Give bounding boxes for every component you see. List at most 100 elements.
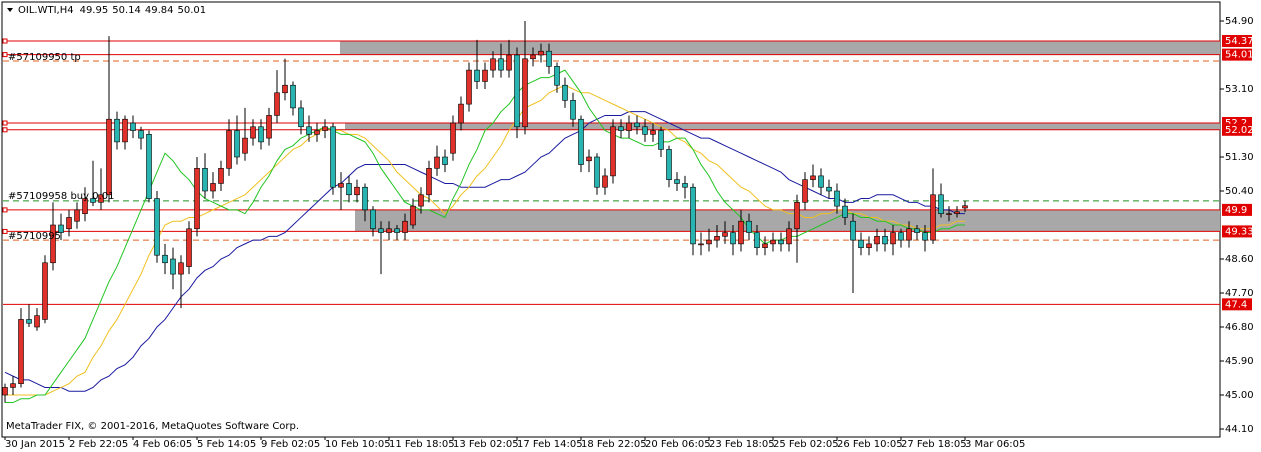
candle-body [914,228,920,233]
zone [355,209,1220,232]
y-tick-label: 47.70 [1225,288,1254,299]
x-tick-label: 25 Feb 02:05 [773,439,839,450]
x-tick-label: 4 Feb 06:05 [133,439,192,450]
moving-average [5,84,965,396]
anchor [2,228,8,234]
candle-body [746,220,752,233]
candle-body [106,118,112,196]
candle-body [210,183,216,192]
x-tick-label: 11 Feb 18:05 [389,439,455,450]
x-tick-label: 9 Feb 02:05 [261,439,320,450]
candle-body [634,122,640,128]
high: 50.14 [112,5,141,16]
candle-body [50,224,56,264]
candle-body [850,220,856,241]
anchor [2,52,8,58]
candle-body [754,232,760,248]
x-tick-label: 2 Feb 22:05 [69,439,128,450]
candle-body [90,198,96,203]
candle-body [410,205,416,226]
candle-body [194,168,200,230]
anchor [2,120,8,126]
price-label: 54.37 [1225,36,1254,47]
x-tick-label: 18 Feb 22:05 [581,439,647,450]
candle-body [122,118,128,143]
candle-body [378,228,384,233]
candle-body [546,50,552,67]
candle-body [938,194,944,214]
candle-body [338,183,344,188]
candle-body [618,126,624,131]
candle-body [26,319,32,324]
candle-body [802,179,808,203]
candle-body [226,130,232,169]
candle-body [146,134,152,199]
candle-body [170,258,176,275]
x-tick-label: 20 Feb 06:05 [645,439,711,450]
candle-body [130,122,136,131]
candle-body [98,194,104,203]
anchor [2,127,8,133]
candle-body [258,126,264,143]
y-tick-label: 45.90 [1225,356,1254,367]
candle-body [10,383,16,388]
zone [340,41,1220,55]
candle-body [722,232,728,237]
candle-body [730,232,736,245]
y-tick-label: 44.10 [1225,424,1254,435]
candle-body [434,156,440,169]
price-label: 49.33 [1225,226,1254,237]
candle-body [858,239,864,248]
candle-body [786,228,792,245]
candle-body [186,228,192,267]
candle-body [842,205,848,218]
candle-body [82,198,88,214]
x-tick-label: 26 Feb 10:05 [837,439,903,450]
price-label: 54.01 [1225,50,1254,61]
candle-body [458,103,464,124]
y-tick-label: 53.10 [1225,84,1254,95]
candle-body [714,236,720,241]
candle-body [218,168,224,184]
x-tick-label: 23 Feb 18:05 [709,439,775,450]
candle-body [330,126,336,188]
price-label: 47.4 [1225,299,1247,310]
x-tick-label: 30 Jan 2015 [5,439,65,450]
candle-body [586,156,592,162]
price-label-box [1222,298,1252,311]
candle-body [682,183,688,188]
candle-body [538,50,544,56]
x-tick-label: 3 Mar 06:05 [965,439,1025,450]
candle-body [474,69,480,82]
y-tick-label: 48.60 [1225,254,1254,265]
candle-body [626,122,632,131]
candle-body [154,198,160,256]
x-tick-label: 27 Feb 18:05 [901,439,967,450]
candle-body [282,84,288,94]
candle-body [890,232,896,245]
moving-average [5,69,965,404]
candle-body [2,387,8,396]
candle-body [642,126,648,135]
candle-body [610,126,616,177]
candle-body [274,92,280,116]
candle-body [962,205,968,209]
candle-body [42,262,48,320]
candle-body [442,156,448,165]
annotation: #57109958 buy 0.01 [8,191,115,202]
candle-body [930,194,936,241]
x-tick-label: 13 Feb 02:05 [453,439,519,450]
candle-body [34,315,40,328]
candle-body [386,228,392,233]
price-label: 52.2 [1225,118,1247,129]
y-tick-label: 46.80 [1225,322,1254,333]
candle-body [514,54,520,128]
candle-body [490,58,496,71]
candle-body [74,209,80,222]
candle-body [234,130,240,158]
candle-body [770,239,776,245]
zone [345,123,1220,130]
candle-body [114,118,120,143]
candle-body [674,179,680,184]
